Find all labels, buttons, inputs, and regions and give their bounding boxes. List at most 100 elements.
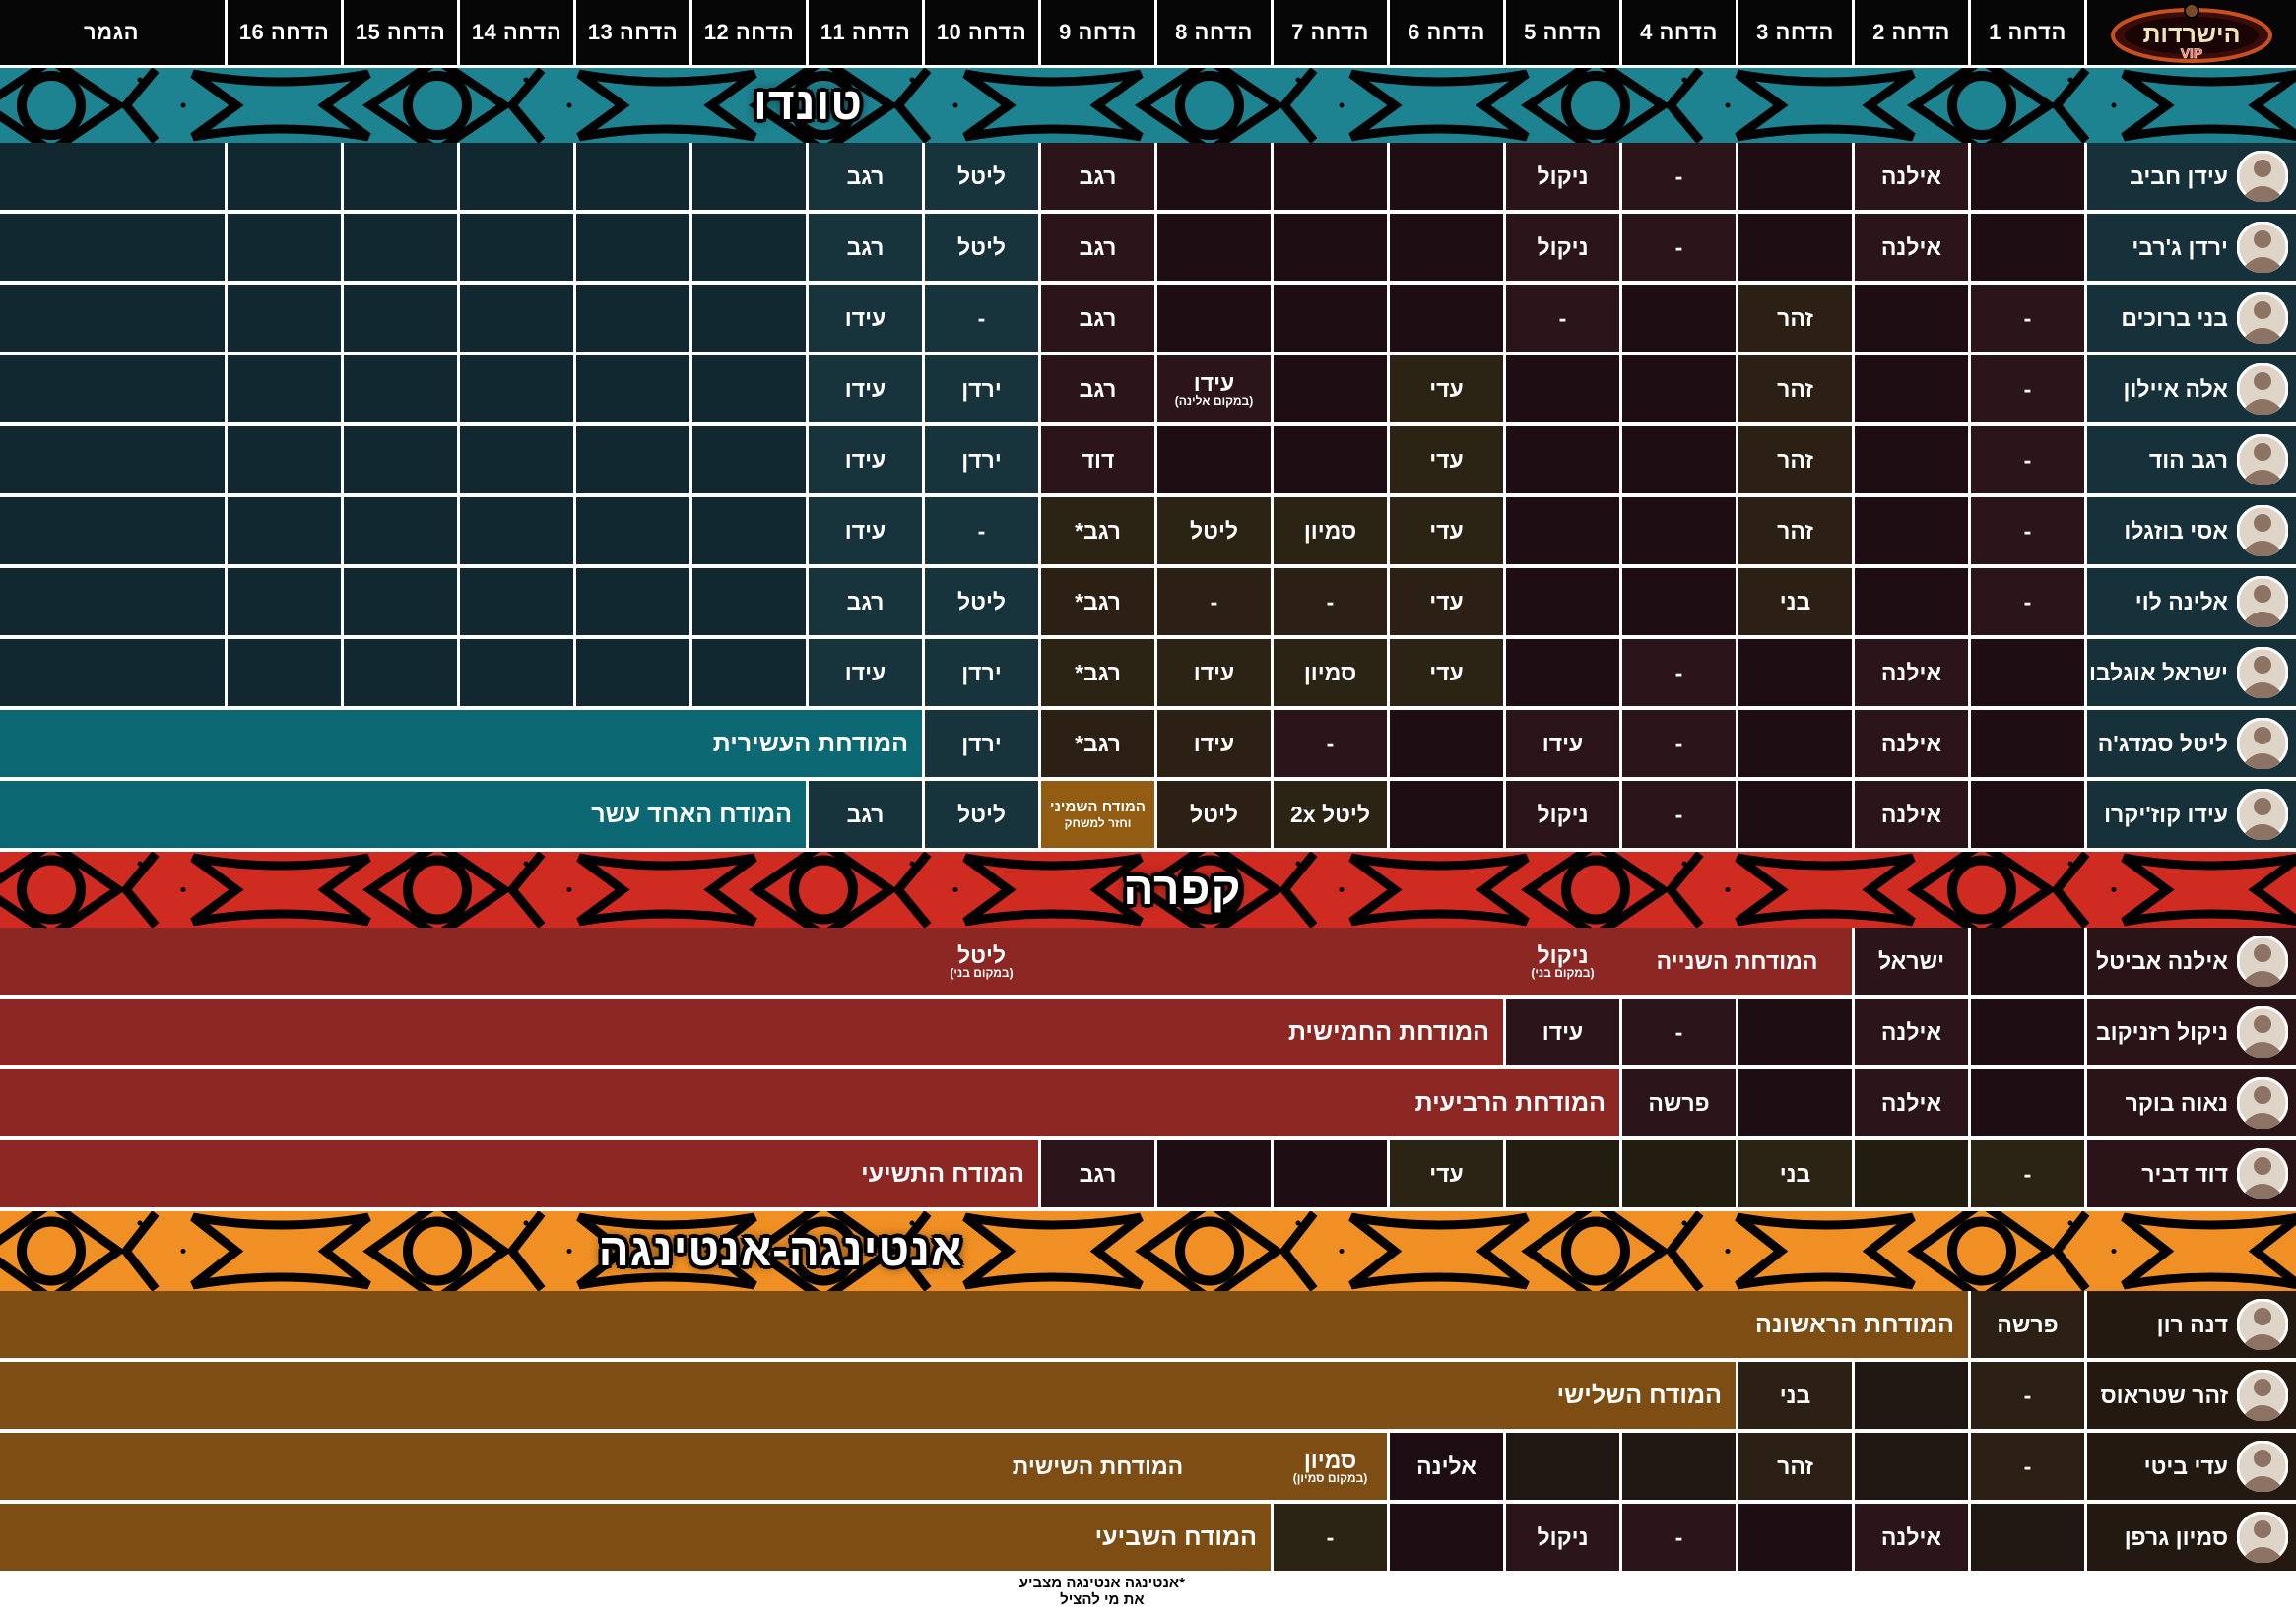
empty-cell <box>1622 1140 1736 1207</box>
empty-cell <box>344 355 457 422</box>
tribe-section-antinga: אנטינגה-אנטינגה דנה רון פרשה המודחת הראשונה… <box>0 1211 2296 1575</box>
elimination-label: המודחת הרביעית <box>1414 1088 1606 1117</box>
svg-text:VIP: VIP <box>2181 45 2203 61</box>
vote-cell: רגב* <box>1041 497 1154 564</box>
vote-text: המודחת השישית <box>1012 1453 1184 1479</box>
vote-text: - <box>1674 659 1683 685</box>
vote-text: עדי <box>1429 588 1464 614</box>
vote-text: אילנה <box>1880 1089 1942 1116</box>
contestant-cell: אלה איילון <box>2087 355 2296 422</box>
empty-cell <box>1506 497 1619 564</box>
vote-text: רגב <box>1079 304 1117 331</box>
contestant-name: ניקול רזניקוב <box>2095 1018 2228 1045</box>
empty-cell <box>1506 1140 1619 1207</box>
empty-cell <box>1855 355 1968 422</box>
avatar <box>2237 434 2288 485</box>
vote-cell: רגב <box>809 214 922 281</box>
vote-text: פרשה <box>1997 1311 2059 1337</box>
column-header: הדחה 2 <box>1855 0 1968 65</box>
empty-cell <box>0 639 225 706</box>
empty-cell <box>344 426 457 493</box>
vote-text: עדי <box>1429 659 1464 685</box>
empty-cell <box>1855 1362 1968 1429</box>
avatar <box>2237 151 2288 202</box>
column-header: הדחה 4 <box>1622 0 1736 65</box>
empty-cell <box>1855 426 1968 493</box>
empty-cell <box>1622 426 1736 493</box>
vote-cell: זהר <box>1738 1433 1852 1500</box>
vote-text: - <box>2023 517 2032 544</box>
empty-cell <box>1855 1433 1968 1500</box>
vote-cell: - <box>1971 1433 2084 1500</box>
vote-text: - <box>977 517 986 544</box>
column-header: הדחה 5 <box>1506 0 1619 65</box>
merged-cell: המודח התשיעי <box>0 1140 1038 1207</box>
column-header: הדחה 7 <box>1274 0 1387 65</box>
avatar <box>2237 1299 2288 1350</box>
vote-subtext: (במקום אלינה) <box>1174 393 1254 408</box>
vote-text: רגב* <box>1075 517 1121 544</box>
vote-cell: ירדן <box>925 355 1038 422</box>
vote-cell: ירדן <box>925 710 1038 777</box>
vote-cell: אילנה <box>1855 1504 1968 1571</box>
merged-cell: המודחת החמישית <box>0 999 1503 1065</box>
empty-cell <box>1506 568 1619 635</box>
elimination-label: המודח השלישי <box>1556 1381 1722 1409</box>
column-header: הדחה 3 <box>1738 0 1852 65</box>
vote-cell: סמיון <box>1274 639 1387 706</box>
empty-cell <box>460 143 573 210</box>
vote-cell: ליטל <box>1157 781 1271 848</box>
vote-text: עידו <box>844 304 886 331</box>
vote-text: - <box>1326 730 1335 756</box>
merged-cell: המודח האחד עשר <box>0 781 806 848</box>
vote-cell: זהר <box>1738 497 1852 564</box>
empty-cell <box>1971 214 2084 281</box>
vote-cell: עידו <box>809 639 922 706</box>
vote-cell: ניקול <box>1506 143 1619 210</box>
vote-text: - <box>1326 588 1335 614</box>
vote-text: סמיון <box>1303 1447 1357 1473</box>
vote-cell: אלינה <box>1390 1433 1503 1500</box>
empty-cell <box>1622 1433 1736 1500</box>
empty-cell <box>1971 639 2084 706</box>
vote-text: - <box>2023 375 2032 402</box>
contestant-name: דנה רון <box>2156 1311 2228 1337</box>
tribe-title: אנטינגה-אנטינגה <box>598 1223 963 1275</box>
contestant-row: אלינה לוי - בני עדי - - רגב* ליטל רגב <box>0 568 2296 639</box>
empty-cell <box>1390 710 1503 777</box>
tribe-section-kfara: קפרה אילנה אביטל ישראל המודחת השנייה ניקול (ב… <box>0 852 2296 1211</box>
column-header: הדחה 1 <box>1971 0 2084 65</box>
contestant-name: עידן חביב <box>2130 162 2228 189</box>
avatar <box>2237 363 2288 415</box>
empty-cell <box>692 285 806 352</box>
empty-cell <box>344 214 457 281</box>
vote-cell: - <box>1622 1504 1736 1571</box>
elimination-label: המודחת השנייה <box>1622 928 1852 995</box>
merged-cell: המודחת העשירית <box>0 710 922 777</box>
vote-text: אילנה <box>1880 801 1942 827</box>
avatar <box>2237 1006 2288 1058</box>
column-header: הדחה 13 <box>576 0 689 65</box>
vote-text: זהר <box>1777 446 1813 473</box>
elimination-label: המודחת הראשונה <box>1755 1310 1954 1338</box>
contestant-row: דנה רון פרשה המודחת הראשונה <box>0 1291 2296 1362</box>
avatar <box>2237 647 2288 698</box>
avatar <box>2237 222 2288 273</box>
vote-cell: עידו <box>809 497 922 564</box>
vote-text: ליטל <box>1189 801 1239 827</box>
vote-cell: ליטל <box>925 214 1038 281</box>
merged-cell: המודחת השנייה ניקול (במקום בני) ליטל (במקום … <box>0 928 1852 995</box>
vote-text: רגב <box>846 801 885 827</box>
empty-cell <box>1738 1504 1852 1571</box>
vote-note: סמיון (במקום סמיון) <box>1274 1433 1387 1500</box>
empty-cell <box>1274 1140 1387 1207</box>
vote-subtext: (במקום סמיון) <box>1292 1470 1368 1485</box>
vote-cell: - <box>925 497 1038 564</box>
empty-cell <box>1622 497 1736 564</box>
vote-text: ניקול <box>1537 233 1589 260</box>
vote-text: - <box>977 304 986 331</box>
empty-cell <box>1971 143 2084 210</box>
vote-text: - <box>2023 1160 2032 1187</box>
vote-text: עידו <box>1542 1018 1584 1045</box>
